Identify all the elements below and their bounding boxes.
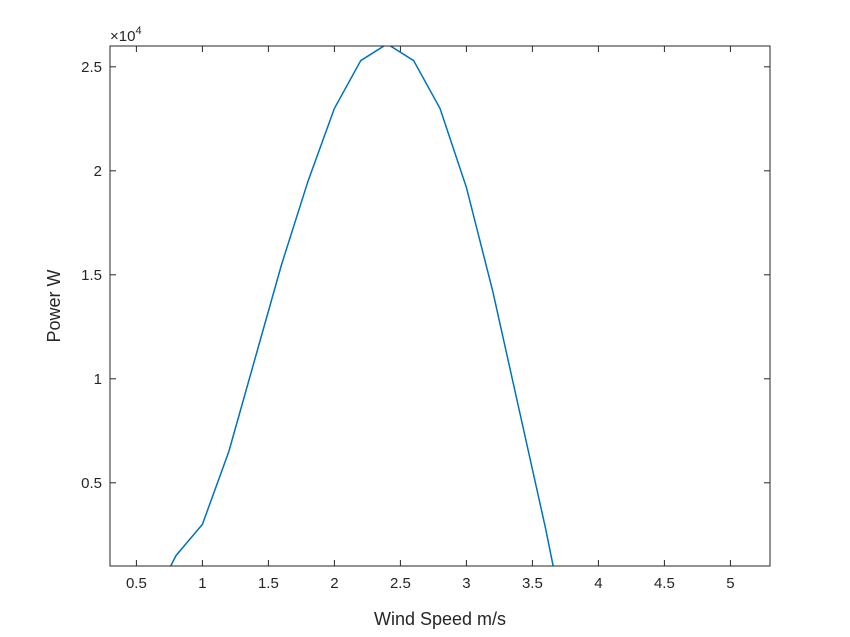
plot-area xyxy=(110,46,770,566)
y-tick-label: 0.5 xyxy=(81,475,102,492)
x-tick-label: 3 xyxy=(462,575,470,592)
x-tick-label: 1.5 xyxy=(258,575,279,592)
axes-box xyxy=(109,45,771,567)
x-ticks: 0.5 1 1.5 2 2.5 3 3.5 4 4.5 5 xyxy=(126,46,735,592)
x-tick-label: 5 xyxy=(726,575,734,592)
x-tick-label: 2.5 xyxy=(390,575,411,592)
x-tick-label: 3.5 xyxy=(522,575,543,592)
x-tick-label: 2 xyxy=(330,575,338,592)
exponent-label: ×104 xyxy=(110,25,142,45)
x-axis-label: Wind Speed m/s xyxy=(374,609,506,629)
x-tick-label: 0.5 xyxy=(126,575,147,592)
x-tick-label: 4 xyxy=(594,575,602,592)
series-line xyxy=(169,46,554,566)
y-ticks: 0.5 1 1.5 2 2.5 xyxy=(81,59,770,492)
y-tick-label: 2 xyxy=(94,163,102,180)
x-tick-label: 4.5 xyxy=(654,575,675,592)
y-tick-label: 2.5 xyxy=(81,59,102,76)
x-tick-label: 1 xyxy=(198,575,206,592)
y-axis-label: Power W xyxy=(44,269,64,342)
y-tick-label: 1.5 xyxy=(81,267,102,284)
y-tick-label: 1 xyxy=(94,371,102,388)
